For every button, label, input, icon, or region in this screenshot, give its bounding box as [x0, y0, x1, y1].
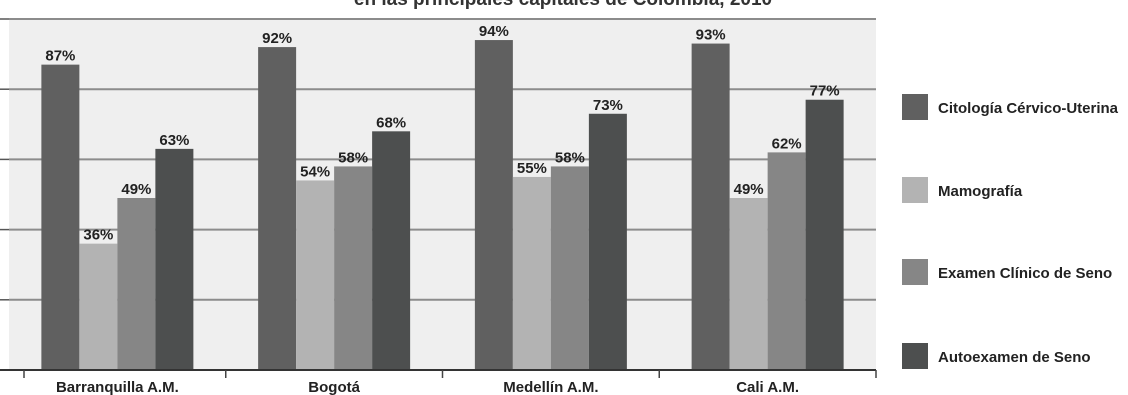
value-label: 58%	[555, 149, 585, 166]
bar	[372, 131, 411, 370]
bar	[296, 180, 335, 370]
bar	[41, 64, 80, 370]
bar	[117, 198, 156, 370]
legend-label: Examen Clínico de Seno	[938, 265, 1112, 282]
bar	[588, 113, 627, 371]
value-label: 87%	[45, 48, 75, 65]
category-label: Medellín A.M.	[503, 379, 598, 395]
bar	[691, 43, 730, 370]
value-label: 94%	[479, 23, 509, 40]
bar	[155, 148, 194, 370]
value-label: 49%	[121, 181, 151, 198]
category-label: Bogotá	[308, 379, 360, 395]
legend-swatch	[902, 94, 928, 120]
bars	[41, 40, 844, 371]
legend: Citología Cérvico-Uterina Mamografía Exame…	[902, 94, 1119, 369]
value-label: 73%	[593, 97, 623, 114]
value-label: 77%	[810, 83, 840, 100]
bar	[474, 40, 513, 371]
value-label: 63%	[159, 132, 189, 149]
legend-swatch	[902, 343, 928, 369]
value-label: 62%	[772, 135, 802, 152]
bar	[334, 166, 373, 370]
bar	[767, 152, 806, 370]
value-label: 92%	[262, 30, 292, 47]
legend-label: Autoexamen de Seno	[938, 349, 1091, 366]
legend-swatch	[902, 259, 928, 285]
bar	[79, 243, 118, 370]
value-label: 93%	[696, 27, 726, 44]
legend-label: Mamografía	[938, 183, 1023, 200]
x-axis: Barranquilla A.M. Bogotá Medellín A.M. Cali…	[0, 18, 877, 395]
value-label: 55%	[517, 160, 547, 177]
bar	[258, 47, 297, 371]
value-label: 68%	[376, 114, 406, 131]
category-label: Cali A.M.	[736, 379, 799, 395]
value-label: 36%	[83, 227, 113, 244]
bar	[729, 198, 768, 370]
chart-title: en las principales capitales de Colombia…	[354, 0, 772, 10]
value-label: 49%	[734, 181, 764, 198]
bar	[512, 176, 551, 370]
category-label: Barranquilla A.M.	[56, 379, 179, 395]
legend-swatch	[902, 177, 928, 203]
value-label: 58%	[338, 149, 368, 166]
value-label: 54%	[300, 163, 330, 180]
bar	[550, 166, 589, 370]
value-labels: 87% 36% 49% 63% 92% 54% 58% 68% 94% 55% 58% 73% 93% 4…	[45, 23, 839, 244]
bar	[805, 99, 844, 370]
legend-label: Citología Cérvico-Uterina	[938, 100, 1119, 117]
